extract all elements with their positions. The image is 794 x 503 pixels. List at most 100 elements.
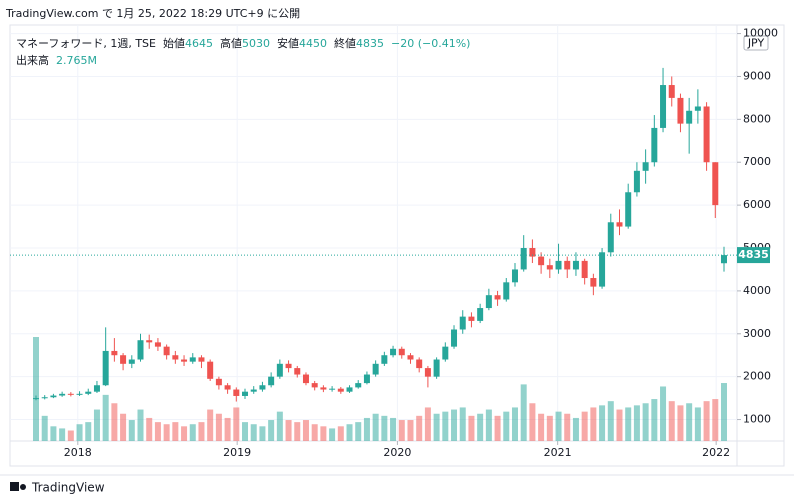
volume-title: 出来高 bbox=[16, 54, 49, 67]
candle-body bbox=[172, 355, 179, 360]
candle-body bbox=[686, 110, 693, 124]
candle-body bbox=[633, 170, 640, 193]
last-price-box bbox=[737, 247, 770, 264]
volume-value: 2.765M bbox=[56, 54, 97, 67]
volume-line: 出来高 2.765M bbox=[16, 52, 97, 68]
candle-body bbox=[189, 357, 196, 362]
candle-body bbox=[302, 374, 309, 384]
volume-bar bbox=[642, 403, 649, 441]
candle-body bbox=[390, 348, 397, 356]
candle-body bbox=[233, 389, 240, 396]
volume-bar bbox=[424, 407, 431, 441]
candle-body bbox=[572, 260, 579, 270]
candle-body bbox=[146, 340, 153, 343]
volume-bar bbox=[546, 415, 553, 441]
volume-bar bbox=[451, 409, 458, 441]
candle-body bbox=[285, 363, 292, 369]
open-value: 4645 bbox=[184, 37, 213, 50]
volume-bar bbox=[233, 407, 240, 441]
candle-body bbox=[120, 355, 127, 364]
volume-bar bbox=[485, 409, 492, 441]
volume-bar bbox=[625, 407, 632, 441]
low-title: 安値 bbox=[276, 37, 299, 50]
volume-bar bbox=[215, 413, 222, 441]
volume-bar bbox=[320, 426, 327, 441]
candle-body bbox=[337, 388, 344, 392]
candle-body bbox=[259, 385, 266, 390]
candle-body bbox=[294, 368, 301, 375]
volume-bar bbox=[294, 422, 301, 441]
volume-bar bbox=[459, 407, 466, 441]
y-tick-label: 2000 bbox=[743, 370, 771, 383]
volume-bar bbox=[407, 420, 414, 441]
volume-bar bbox=[398, 420, 405, 441]
logo bbox=[10, 482, 26, 491]
candle-body bbox=[207, 361, 214, 379]
volume-bar bbox=[329, 428, 336, 441]
volume-bar bbox=[686, 403, 693, 441]
candle-body bbox=[416, 359, 423, 369]
candle-body bbox=[76, 393, 83, 395]
volume-bar bbox=[390, 417, 397, 441]
volume-bar bbox=[242, 422, 249, 441]
candle-body bbox=[163, 346, 170, 356]
candle-body bbox=[363, 374, 370, 384]
candle-body bbox=[346, 387, 353, 392]
candle-body bbox=[181, 359, 188, 362]
candle-body bbox=[668, 85, 675, 98]
candle-body bbox=[320, 387, 327, 390]
candle-body bbox=[721, 255, 727, 264]
currency: JPY bbox=[747, 37, 765, 50]
volume-bar bbox=[85, 422, 92, 441]
candle-body bbox=[355, 383, 362, 388]
volume-bar bbox=[250, 424, 257, 441]
volume-bar bbox=[555, 411, 562, 441]
volume-bar bbox=[311, 424, 318, 441]
volume-bar bbox=[337, 426, 344, 441]
candle-body bbox=[224, 385, 231, 390]
candle-body bbox=[485, 295, 492, 309]
volume-bar bbox=[111, 403, 118, 441]
candle-body bbox=[268, 376, 275, 386]
volume-bar bbox=[137, 409, 144, 441]
volume-bar bbox=[538, 413, 545, 441]
candle-body bbox=[85, 391, 92, 394]
volume-bar bbox=[564, 413, 571, 441]
high-value: 5030 bbox=[241, 37, 270, 50]
volume-bar bbox=[181, 426, 188, 441]
volume-bar bbox=[590, 407, 597, 441]
x-tick-label: 2021 bbox=[544, 446, 572, 459]
volume-bar bbox=[285, 420, 292, 441]
close-title: 終値 bbox=[333, 37, 356, 50]
volume-bar bbox=[346, 424, 353, 441]
candle-body bbox=[329, 388, 336, 390]
candle-body bbox=[468, 316, 475, 321]
candle-body bbox=[538, 256, 545, 266]
volume-bar bbox=[511, 407, 518, 441]
volume-bar bbox=[520, 384, 527, 441]
y-tick-label: 9000 bbox=[743, 69, 771, 82]
candle-body bbox=[529, 248, 536, 257]
x-tick-label: 2022 bbox=[702, 446, 730, 459]
volume-bar bbox=[154, 422, 161, 441]
volume-bar bbox=[529, 403, 536, 441]
candle-body bbox=[250, 389, 257, 392]
candle-body bbox=[677, 97, 684, 124]
candle-body bbox=[616, 222, 623, 227]
candle-body bbox=[50, 395, 57, 398]
candle-body bbox=[590, 278, 597, 287]
low-value: 4450 bbox=[298, 37, 327, 50]
volume-bar bbox=[633, 405, 640, 441]
candle-body bbox=[712, 162, 719, 206]
volume-bar bbox=[468, 415, 475, 441]
volume-bar bbox=[172, 422, 179, 441]
volume-bar bbox=[259, 426, 266, 441]
volume-bar bbox=[668, 401, 675, 441]
candle-body bbox=[477, 308, 484, 321]
volume-bar bbox=[416, 415, 423, 441]
candle-body bbox=[459, 316, 466, 330]
candle-body bbox=[564, 260, 571, 270]
last-price-label: 4835 bbox=[738, 248, 769, 261]
candle-body bbox=[102, 350, 109, 386]
x-tick-label: 2018 bbox=[64, 446, 92, 459]
